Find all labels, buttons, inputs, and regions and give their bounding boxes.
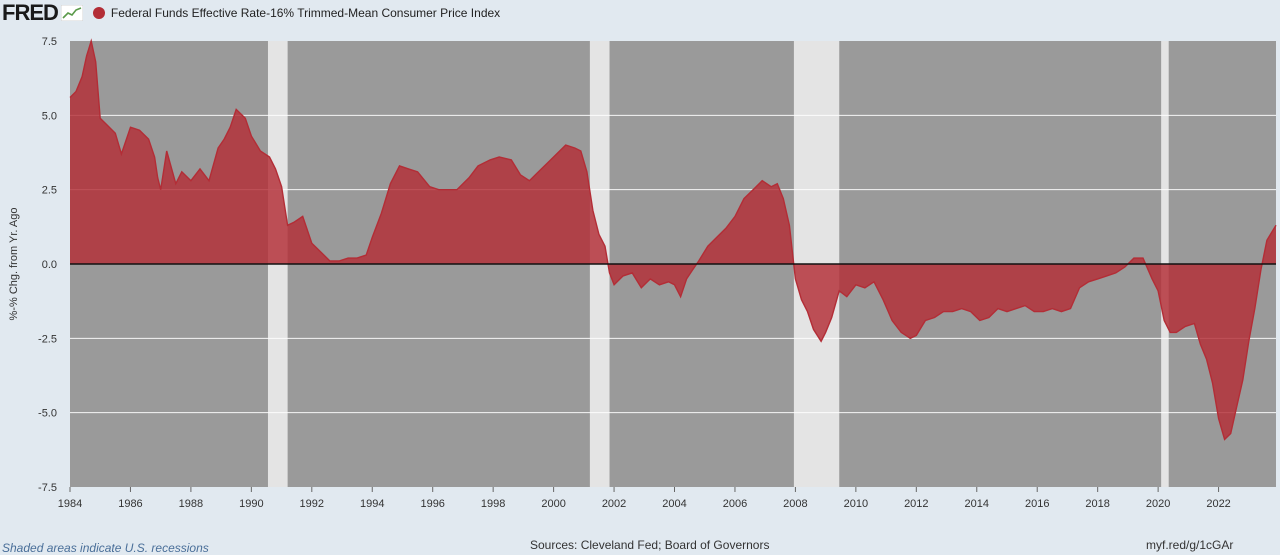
short-link[interactable]: myf.red/g/1cGAr <box>1146 538 1234 552</box>
y-axis-ticks: 7.5 5.0 2.5 0.0 -2.5 -5.0 -7.5 <box>38 36 57 494</box>
legend-label[interactable]: Federal Funds Effective Rate-16% Trimmed… <box>110 6 501 20</box>
fred-logo-graph-icon <box>60 5 83 21</box>
series-line <box>69 38 1277 441</box>
x-axis-ticks: 1984 1986 1988 1990 1992 1994 1996 1998 2000 2002… <box>58 487 1231 510</box>
x-tick-label: 2022 <box>1206 498 1230 510</box>
x-tick-label: 1988 <box>179 498 203 510</box>
x-tick-label: 2010 <box>844 498 868 510</box>
x-tick-label: 2002 <box>602 498 626 510</box>
x-tick-label: 2000 <box>541 498 565 510</box>
x-tick-label: 1990 <box>239 498 263 510</box>
x-tick-label: 2012 <box>904 498 928 510</box>
recession-note: Shaded areas indicate U.S. recessions <box>2 541 209 555</box>
legend-marker-icon <box>92 7 105 19</box>
x-tick-label: 1996 <box>420 498 444 510</box>
sources-text[interactable]: Sources: Cleveland Fed; Board of Governo… <box>530 538 770 552</box>
x-tick-label: 2014 <box>965 498 989 510</box>
x-tick-label: 2004 <box>662 498 686 510</box>
x-tick-label: 1986 <box>118 498 142 510</box>
x-tick-label: 1998 <box>481 498 505 510</box>
y-tick-label: -7.5 <box>38 482 57 494</box>
y-tick-label: -5.0 <box>38 408 57 420</box>
x-tick-label: 1984 <box>58 498 82 510</box>
y-axis-label: %-% Chg. from Yr. Ago <box>8 208 20 321</box>
x-tick-label: 2020 <box>1146 498 1170 510</box>
chart-header: FRED Federal Funds Effective Rate-16% Tr… <box>0 0 1280 26</box>
x-tick-label: 2016 <box>1025 498 1049 510</box>
x-tick-label: 2006 <box>723 498 747 510</box>
y-tick-label: 0.0 <box>42 259 57 271</box>
y-tick-label: 5.0 <box>42 110 57 122</box>
x-tick-label: 1992 <box>300 498 324 510</box>
x-tick-label: 1994 <box>360 498 384 510</box>
x-tick-label: 2008 <box>783 498 807 510</box>
fred-logo[interactable]: FRED <box>2 0 59 25</box>
y-tick-label: -2.5 <box>38 333 57 345</box>
y-tick-label: 7.5 <box>42 36 57 48</box>
y-tick-label: 2.5 <box>42 185 57 197</box>
data-series <box>69 38 1277 441</box>
x-tick-label: 2018 <box>1085 498 1109 510</box>
